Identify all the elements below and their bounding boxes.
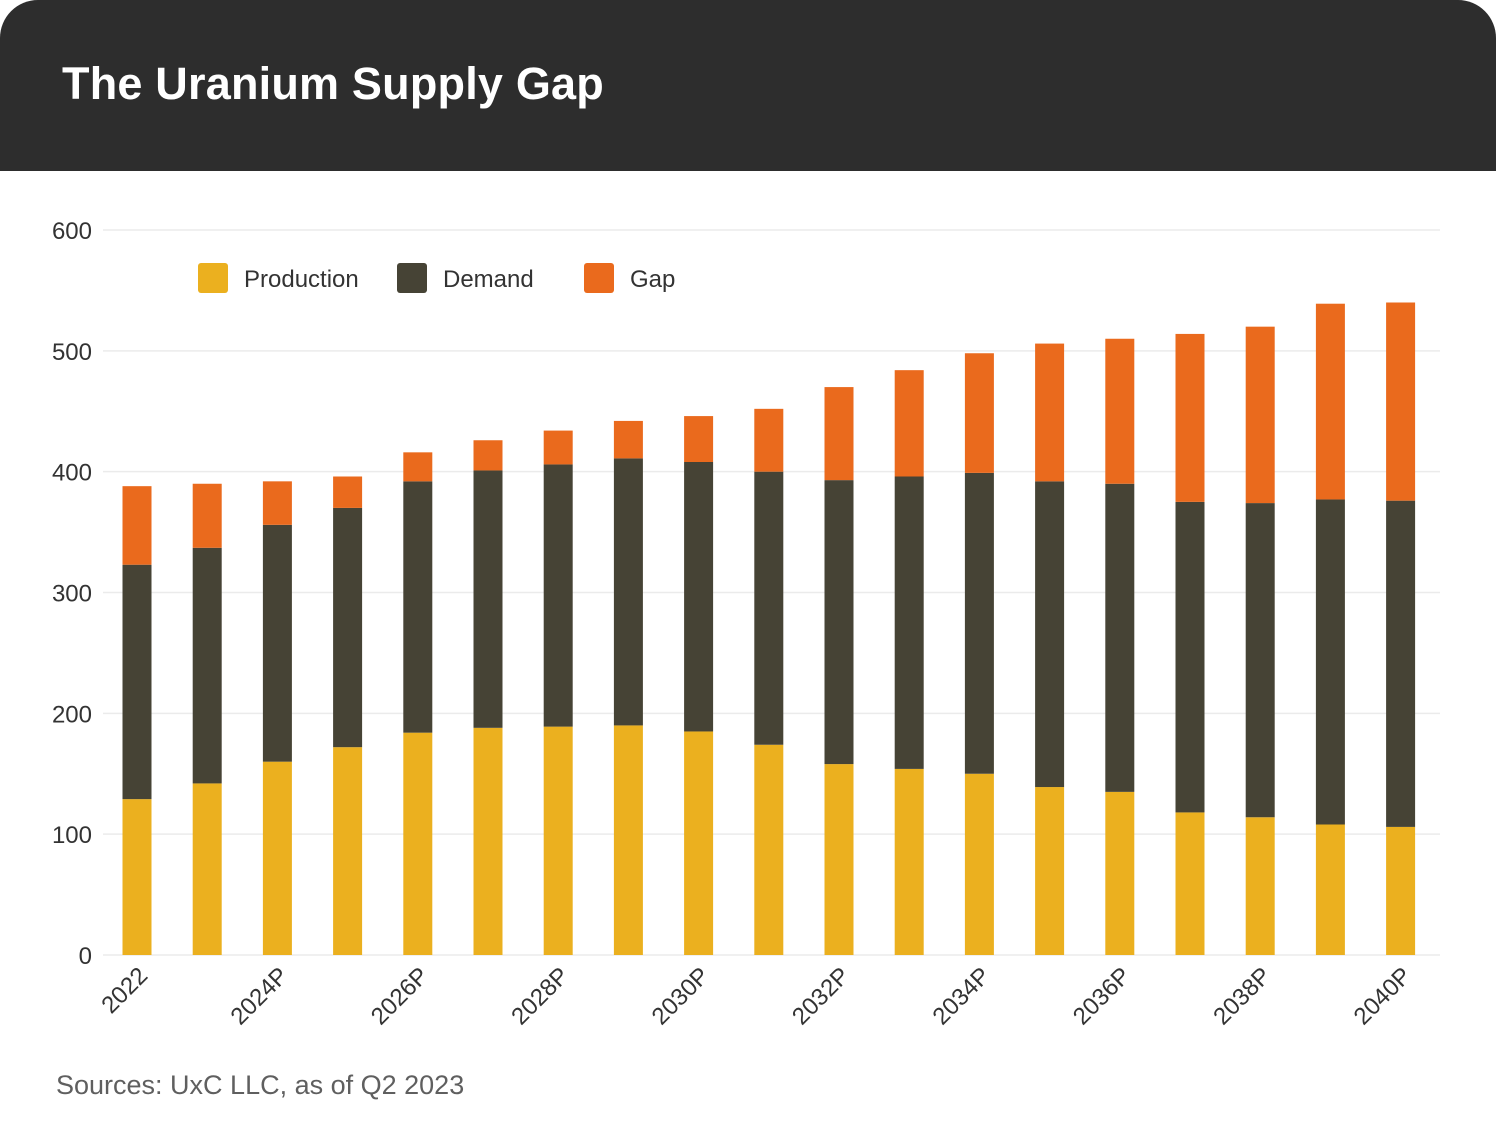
bar-production	[894, 768, 924, 955]
header-bar: The Uranium Supply Gap	[0, 0, 1496, 171]
bar-demand	[684, 462, 714, 732]
x-tick-label: 2024P	[225, 962, 293, 1030]
bar-production	[1245, 817, 1275, 955]
bar-demand	[333, 507, 363, 748]
bar-production	[684, 731, 714, 955]
y-tick-label: 500	[52, 339, 92, 366]
bar-demand	[122, 564, 152, 800]
bar-production	[262, 761, 292, 955]
bar-demand	[1315, 499, 1345, 825]
x-tick-label: 2022	[96, 962, 153, 1019]
source-note: Sources: UxC LLC, as of Q2 2023	[56, 1070, 465, 1100]
bar-production	[964, 773, 994, 955]
bar-gap	[543, 430, 573, 465]
bar-demand	[824, 480, 854, 765]
bar-production	[1035, 787, 1065, 955]
bar-demand	[1386, 500, 1416, 827]
bar-demand	[403, 481, 433, 733]
bar-gap	[1105, 338, 1135, 484]
y-tick-label: 200	[52, 701, 92, 728]
bar-gap	[1386, 302, 1416, 501]
x-tick-label: 2034P	[927, 962, 995, 1030]
legend-label-demand: Demand	[443, 266, 534, 293]
bar-production	[1386, 826, 1416, 955]
bar-gap	[473, 440, 503, 471]
bar-demand	[613, 458, 643, 726]
bar-gap	[403, 452, 433, 482]
bar-gap	[894, 370, 924, 477]
bar-gap	[1245, 326, 1275, 504]
legend-swatch-gap	[584, 263, 614, 293]
x-tick-label: 2040P	[1349, 962, 1417, 1030]
bar-gap	[964, 353, 994, 473]
bar-production	[1105, 791, 1135, 955]
bar-gap	[333, 476, 363, 508]
y-tick-label: 300	[52, 581, 92, 608]
bar-gap	[1315, 303, 1345, 500]
bar-gap	[824, 387, 854, 481]
bar-production	[122, 799, 152, 955]
bar-demand	[1245, 503, 1275, 818]
bar-production	[613, 725, 643, 955]
bar-production	[1315, 824, 1345, 955]
bar-production	[754, 744, 784, 955]
bar-demand	[1035, 481, 1065, 788]
legend-swatch-production	[198, 263, 228, 293]
page-title: The Uranium Supply Gap	[62, 58, 604, 109]
y-tick-label: 600	[52, 218, 92, 245]
bar-production	[1175, 812, 1205, 955]
bar-gap	[262, 481, 292, 525]
stacked-bar-chart: 0 100 200 300 400 500 600 2022 2024P 2026P 2028P 20…	[52, 218, 1440, 1030]
bar-demand	[1105, 483, 1135, 792]
legend-label-gap: Gap	[630, 266, 675, 293]
bar-gap	[754, 408, 784, 472]
bar-demand	[192, 547, 222, 784]
bar-production	[543, 726, 573, 955]
bar-production	[403, 732, 433, 955]
bar-demand	[262, 524, 292, 762]
y-tick-label: 400	[52, 460, 92, 487]
bar-demand	[894, 476, 924, 769]
x-tick-label: 2032P	[787, 962, 855, 1030]
bar-gap	[684, 416, 714, 462]
x-tick-label: 2028P	[506, 962, 574, 1030]
bar-demand	[754, 471, 784, 745]
bar-production	[192, 783, 222, 955]
x-tick-label: 2026P	[366, 962, 434, 1030]
bar-demand	[473, 470, 503, 728]
bar-demand	[543, 464, 573, 727]
bar-demand	[964, 472, 994, 774]
bar-production	[824, 764, 854, 955]
bar-gap	[1035, 343, 1065, 482]
x-tick-label: 2030P	[647, 962, 715, 1030]
legend-label-production: Production	[244, 266, 359, 293]
bar-demand	[1175, 501, 1205, 813]
bar-gap	[613, 420, 643, 459]
bar-production	[333, 747, 363, 955]
y-tick-label: 0	[79, 943, 92, 970]
bar-gap	[122, 486, 152, 565]
bar-gap	[1175, 333, 1205, 502]
x-tick-label: 2036P	[1068, 962, 1136, 1030]
x-tick-label: 2038P	[1208, 962, 1276, 1030]
y-tick-label: 100	[52, 822, 92, 849]
bar-production	[473, 727, 503, 955]
legend-swatch-demand	[397, 263, 427, 293]
bar-gap	[192, 483, 222, 548]
